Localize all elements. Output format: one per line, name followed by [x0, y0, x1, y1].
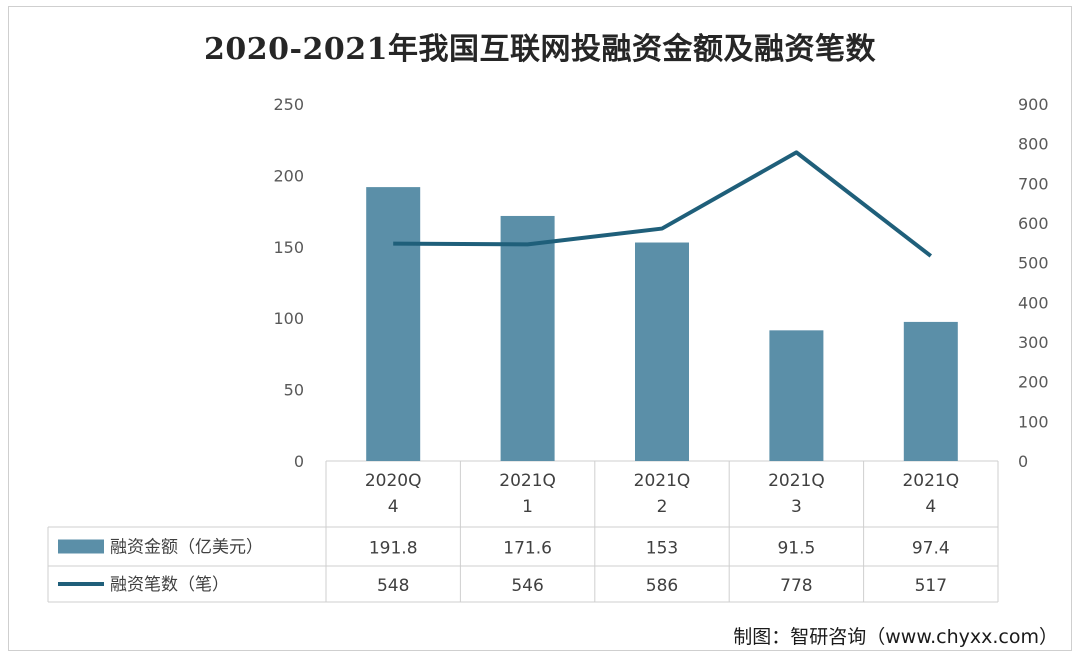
y-right-tick-label: 600 [1018, 214, 1049, 233]
category-label: 2021Q 3 [768, 471, 825, 517]
y-left-tick-label: 100 [273, 309, 304, 328]
bar [769, 330, 824, 461]
y-right-tick-label: 200 [1018, 373, 1049, 392]
y-right-tick-label: 700 [1018, 174, 1049, 193]
data-label: 586 [646, 576, 678, 596]
source-credit: 制图：智研咨询（www.chyxx.com） [733, 626, 1058, 648]
category-label: 2021Q 4 [902, 471, 959, 517]
data-label: 191.8 [369, 539, 418, 559]
data-label: 91.5 [777, 539, 815, 559]
chart-title: 2020-2021年我国互联网投融资金额及融资笔数 [204, 32, 876, 67]
bar [500, 215, 555, 461]
category-label: 2021Q 1 [499, 471, 556, 517]
y-right-tick-label: 300 [1018, 333, 1049, 352]
line-series [393, 150, 933, 258]
y-left-tick-label: 150 [273, 238, 304, 257]
y-right-tick-label: 900 [1018, 95, 1049, 114]
y-left-tick-label: 50 [284, 381, 304, 400]
bar [635, 242, 689, 461]
data-label: 517 [915, 576, 947, 596]
y-right-tick-label: 800 [1018, 135, 1049, 154]
data-label: 97.4 [912, 539, 950, 559]
data-label: 153 [646, 539, 678, 559]
category-label: 2020Q 4 [365, 471, 422, 517]
y-right-tick-label: 0 [1018, 452, 1028, 471]
bar [366, 187, 421, 461]
y-right-tick-label: 400 [1018, 293, 1049, 312]
legend-series-name: 融资笔数（笔） [110, 575, 229, 595]
y-left-tick-label: 0 [294, 452, 304, 471]
y-right-tick-label: 100 [1018, 412, 1049, 431]
y-right-tick-label: 500 [1018, 254, 1049, 273]
data-label: 546 [511, 576, 543, 596]
data-label: 778 [780, 576, 812, 596]
data-label: 548 [377, 576, 409, 596]
category-label: 2021Q 2 [634, 471, 691, 517]
data-label: 171.6 [503, 539, 552, 559]
y-left-tick-label: 200 [273, 166, 304, 185]
bar [903, 321, 958, 461]
legend-swatch-bar [58, 539, 104, 554]
y-left-tick-label: 250 [273, 95, 304, 114]
legend-series-name: 融资金额（亿美元） [110, 538, 263, 558]
